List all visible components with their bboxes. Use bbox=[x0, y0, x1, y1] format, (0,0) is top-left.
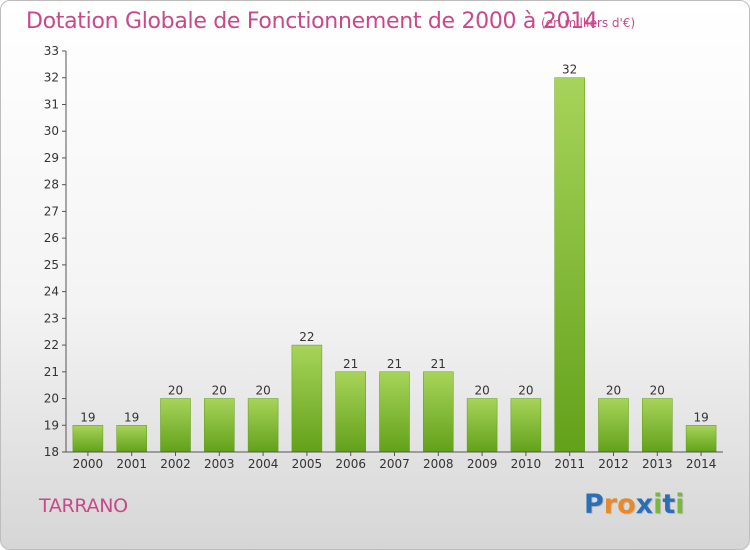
commune-name: TARRANO bbox=[39, 495, 128, 517]
x-tick-label: 2013 bbox=[642, 457, 673, 471]
x-tick-label: 2007 bbox=[379, 457, 410, 471]
x-tick-label: 2011 bbox=[554, 457, 585, 471]
y-tick-label: 19 bbox=[44, 418, 59, 432]
x-tick-label: 2005 bbox=[292, 457, 323, 471]
logo-letter: t bbox=[662, 489, 676, 520]
y-tick-label: 26 bbox=[44, 231, 59, 245]
bar-value-label: 21 bbox=[343, 357, 358, 371]
bar bbox=[204, 398, 235, 453]
bar-value-label: 19 bbox=[80, 410, 95, 424]
y-tick-label: 22 bbox=[44, 338, 59, 352]
bar-value-label: 22 bbox=[299, 330, 314, 344]
bar-value-label: 32 bbox=[562, 63, 577, 77]
chart-unit: (en milliers d'€) bbox=[541, 16, 636, 30]
x-tick-label: 2009 bbox=[467, 457, 498, 471]
logo-letter: P bbox=[584, 489, 604, 520]
bar bbox=[598, 398, 629, 453]
bar-value-label: 20 bbox=[212, 384, 227, 398]
bar-value-label: 20 bbox=[255, 384, 270, 398]
bar bbox=[335, 371, 366, 453]
x-tick-label: 2010 bbox=[511, 457, 542, 471]
logo-letter: o bbox=[617, 489, 636, 520]
bar-value-label: 19 bbox=[124, 410, 139, 424]
y-tick-label: 33 bbox=[44, 44, 59, 58]
bar bbox=[510, 398, 542, 453]
bar bbox=[116, 425, 147, 453]
bar bbox=[554, 77, 585, 453]
bar bbox=[160, 398, 191, 453]
bar-value-label: 20 bbox=[168, 384, 183, 398]
bar bbox=[72, 425, 104, 453]
bar bbox=[642, 398, 673, 453]
bar bbox=[466, 398, 498, 453]
logo-letter: x bbox=[635, 489, 654, 520]
y-tick-label: 21 bbox=[44, 365, 59, 379]
y-tick-label: 23 bbox=[44, 311, 59, 325]
y-tick-label: 25 bbox=[44, 258, 59, 272]
y-tick-label: 31 bbox=[44, 97, 59, 111]
x-tick-label: 2003 bbox=[204, 457, 235, 471]
bar-value-label: 19 bbox=[693, 410, 708, 424]
x-tick-label: 2001 bbox=[116, 457, 147, 471]
x-tick-label: 2008 bbox=[423, 457, 454, 471]
y-tick-label: 28 bbox=[44, 178, 59, 192]
x-tick-label: 2004 bbox=[248, 457, 279, 471]
logo-letter: r bbox=[603, 489, 618, 520]
y-tick-label: 29 bbox=[44, 151, 59, 165]
logo-letter: i bbox=[653, 489, 663, 520]
bar-value-label: 20 bbox=[606, 384, 621, 398]
y-tick-label: 24 bbox=[44, 285, 59, 299]
x-tick-label: 2006 bbox=[335, 457, 366, 471]
bar-value-label: 20 bbox=[518, 384, 533, 398]
x-tick-label: 2000 bbox=[73, 457, 104, 471]
bar-value-label: 20 bbox=[650, 384, 665, 398]
y-tick-label: 27 bbox=[44, 204, 59, 218]
y-tick-label: 30 bbox=[44, 124, 59, 138]
y-tick-label: 18 bbox=[44, 445, 59, 459]
logo-letter: i bbox=[675, 489, 685, 520]
bar bbox=[685, 425, 717, 453]
bar bbox=[291, 344, 323, 453]
x-tick-label: 2014 bbox=[686, 457, 717, 471]
bar bbox=[423, 371, 454, 453]
x-tick-label: 2012 bbox=[598, 457, 629, 471]
bar bbox=[247, 398, 279, 453]
chart-title: Dotation Globale de Fonctionnement de 20… bbox=[26, 9, 598, 34]
y-tick-label: 20 bbox=[44, 392, 59, 406]
bar-value-label: 20 bbox=[474, 384, 489, 398]
bar bbox=[379, 371, 410, 453]
bar-value-label: 21 bbox=[431, 357, 446, 371]
proxiti-logo[interactable]: Proxiti bbox=[584, 489, 685, 520]
y-tick-label: 32 bbox=[44, 71, 59, 85]
bar-value-label: 21 bbox=[387, 357, 402, 371]
x-tick-label: 2002 bbox=[160, 457, 191, 471]
